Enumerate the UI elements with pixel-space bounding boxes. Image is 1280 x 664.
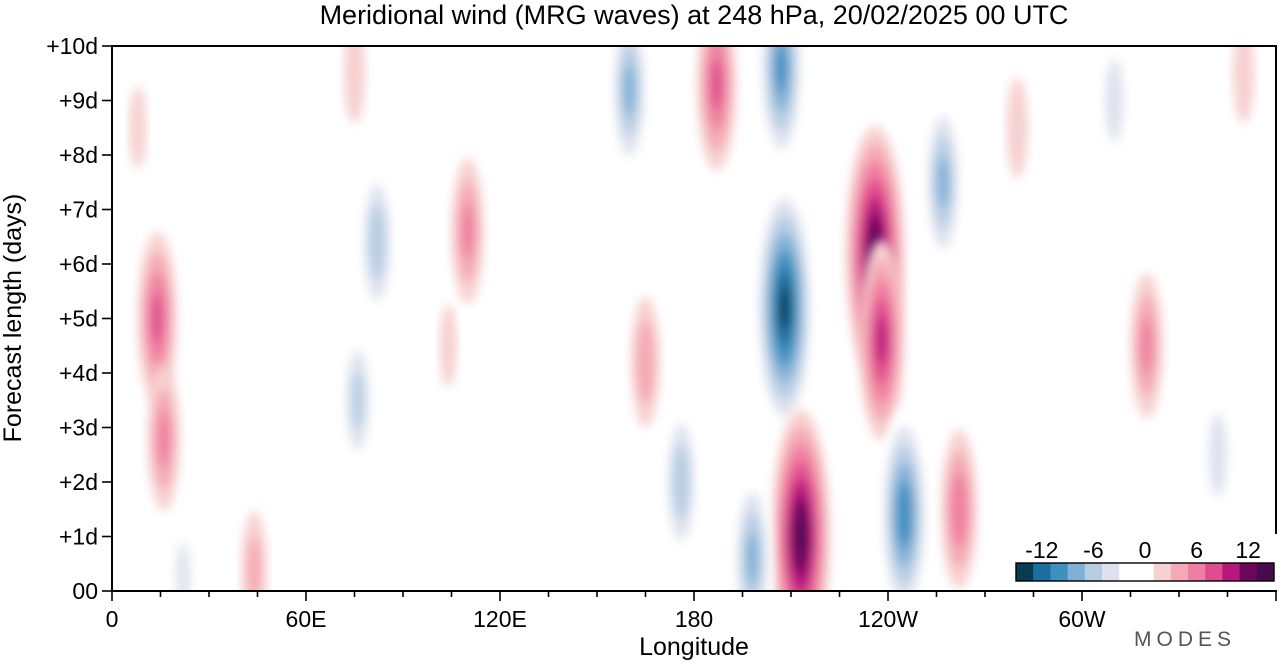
x-tick-label: 0 (106, 606, 119, 632)
colorbar-tick-label: -6 (1083, 537, 1103, 563)
x-tick-label: 60E (286, 606, 327, 632)
wind-anomaly-13 (697, 46, 737, 171)
x-tick-label: 120W (858, 606, 918, 632)
colorbar-tick-label: -12 (1025, 537, 1058, 563)
wind-anomaly-7 (359, 162, 395, 323)
colorbar-swatch (1239, 563, 1258, 581)
colorbar-swatch (1033, 563, 1051, 581)
chart-title: Meridional wind (MRG waves) at 248 hPa, … (320, 0, 1069, 30)
wind-anomaly-23 (923, 95, 963, 270)
y-tick-label: +10d (46, 33, 98, 59)
y-tick-label: +5d (59, 306, 98, 332)
wind-anomaly-25 (1006, 77, 1029, 178)
y-axis: 00 +1d +2d +3d +4d +5d +6d +7d +8d +9d +10d (46, 33, 112, 604)
y-tick-label: +4d (59, 360, 98, 386)
wind-anomaly-14 (631, 296, 660, 428)
colorbar-swatch (1256, 563, 1275, 581)
colorbar-frame (1015, 562, 1275, 582)
wind-anomaly-27 (1130, 272, 1163, 419)
colorbar-tick-label: 0 (1139, 537, 1152, 563)
colorbar-tick-label: 6 (1190, 537, 1203, 563)
wind-field (129, 46, 1255, 591)
y-tick-label: +6d (59, 251, 98, 277)
wind-anomaly-6 (184, 46, 202, 110)
wind-anomaly-15 (663, 402, 699, 562)
x-axis: 0 60E 120E 180 120W 60W (106, 591, 1277, 632)
colorbar-swatch (1170, 563, 1189, 581)
y-tick-label: +8d (59, 142, 98, 168)
y-tick-label: +9d (59, 88, 98, 114)
wind-anomaly-2 (147, 365, 180, 512)
colorbar-swatch (1205, 563, 1223, 581)
wind-anomaly-21 (732, 471, 772, 591)
colorbar: -12 -6 0 6 12 (1012, 534, 1278, 590)
colorbar-swatch (1050, 563, 1069, 581)
wind-anomaly-28 (1203, 389, 1233, 521)
wind-anomaly-19 (858, 239, 905, 441)
colorbar-swatch (1119, 563, 1137, 581)
colorbar-swatch (1016, 563, 1034, 581)
colorbar-swatch (1102, 563, 1120, 581)
x-tick-label: 60W (1058, 606, 1106, 632)
wind-anomaly-12 (609, 46, 649, 177)
wind-anomaly-17 (758, 46, 805, 169)
colorbar-tick-label: 12 (1235, 537, 1261, 563)
colorbar-swatch (1188, 563, 1206, 581)
y-tick-label: +3d (59, 415, 98, 441)
wind-anomaly-20 (771, 409, 831, 591)
x-tick-label: 120E (473, 606, 527, 632)
y-tick-label: +1d (59, 524, 98, 550)
wind-anomaly-16 (755, 180, 814, 435)
wind-anomaly-5 (170, 516, 196, 591)
y-tick-label: +2d (59, 469, 98, 495)
x-axis-label: Longitude (639, 633, 749, 661)
y-tick-label: +7d (59, 197, 98, 223)
colorbar-swatch (1222, 563, 1241, 581)
wind-anomaly-29 (1232, 46, 1255, 124)
y-axis-label: Forecast length (days) (0, 194, 27, 443)
wind-anomaly-10 (439, 304, 457, 388)
colorbar-swatch (1136, 563, 1155, 581)
wind-anomaly-22 (879, 407, 929, 591)
wind-anomaly-4 (241, 511, 267, 591)
wind-anomaly-26 (1099, 46, 1129, 167)
wind-anomaly-8 (341, 327, 374, 474)
wind-anomaly-1 (137, 231, 177, 406)
wind-anomaly-24 (941, 429, 977, 590)
wind-anomaly-3 (129, 86, 147, 170)
colorbar-swatch (1153, 563, 1172, 581)
colorbar-swatch (1084, 563, 1103, 581)
x-tick-label: 180 (675, 606, 713, 632)
wind-anomaly-9 (451, 158, 484, 305)
y-tick-label: 00 (72, 578, 98, 604)
wind-anomaly-11 (343, 46, 366, 124)
colorbar-swatch (1067, 563, 1086, 581)
modes-logo: MODES (1134, 628, 1236, 651)
